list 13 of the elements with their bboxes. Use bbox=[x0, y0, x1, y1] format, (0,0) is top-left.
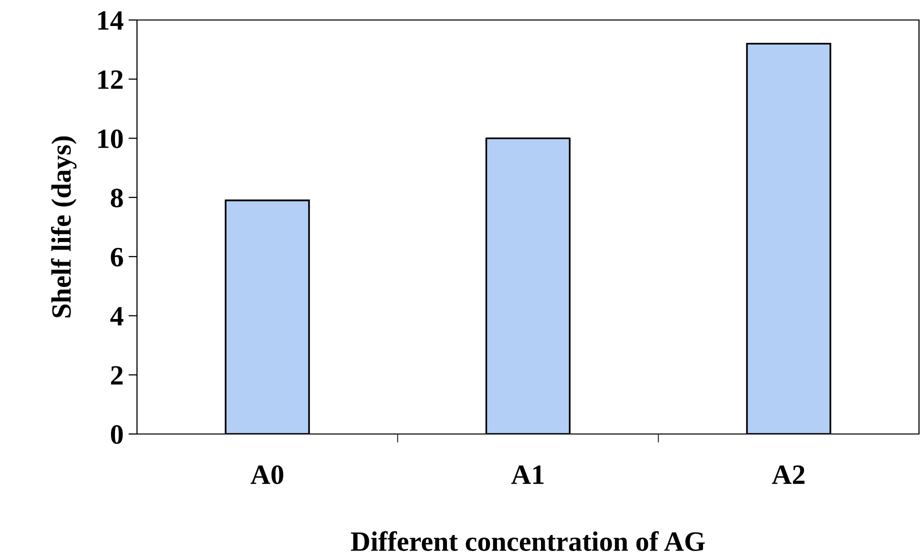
y-tick-label: 6 bbox=[110, 248, 123, 266]
x-tick-label: A2 bbox=[772, 465, 804, 484]
x-axis-title: Different concentration of AG bbox=[350, 531, 705, 551]
y-tick-label: 8 bbox=[110, 188, 123, 208]
y-tick-label: 0 bbox=[110, 425, 123, 444]
y-tick-label: 12 bbox=[98, 70, 123, 89]
x-tick-label: A0 bbox=[250, 465, 284, 484]
y-tick-label: 10 bbox=[98, 129, 123, 148]
y-tick-label: 4 bbox=[110, 307, 124, 326]
x-tick-label: A1 bbox=[511, 465, 544, 484]
y-tick-label: 2 bbox=[111, 366, 123, 384]
y-tick-label: 14 bbox=[98, 11, 124, 30]
y-axis-title: Shelf life (days) bbox=[51, 136, 77, 318]
